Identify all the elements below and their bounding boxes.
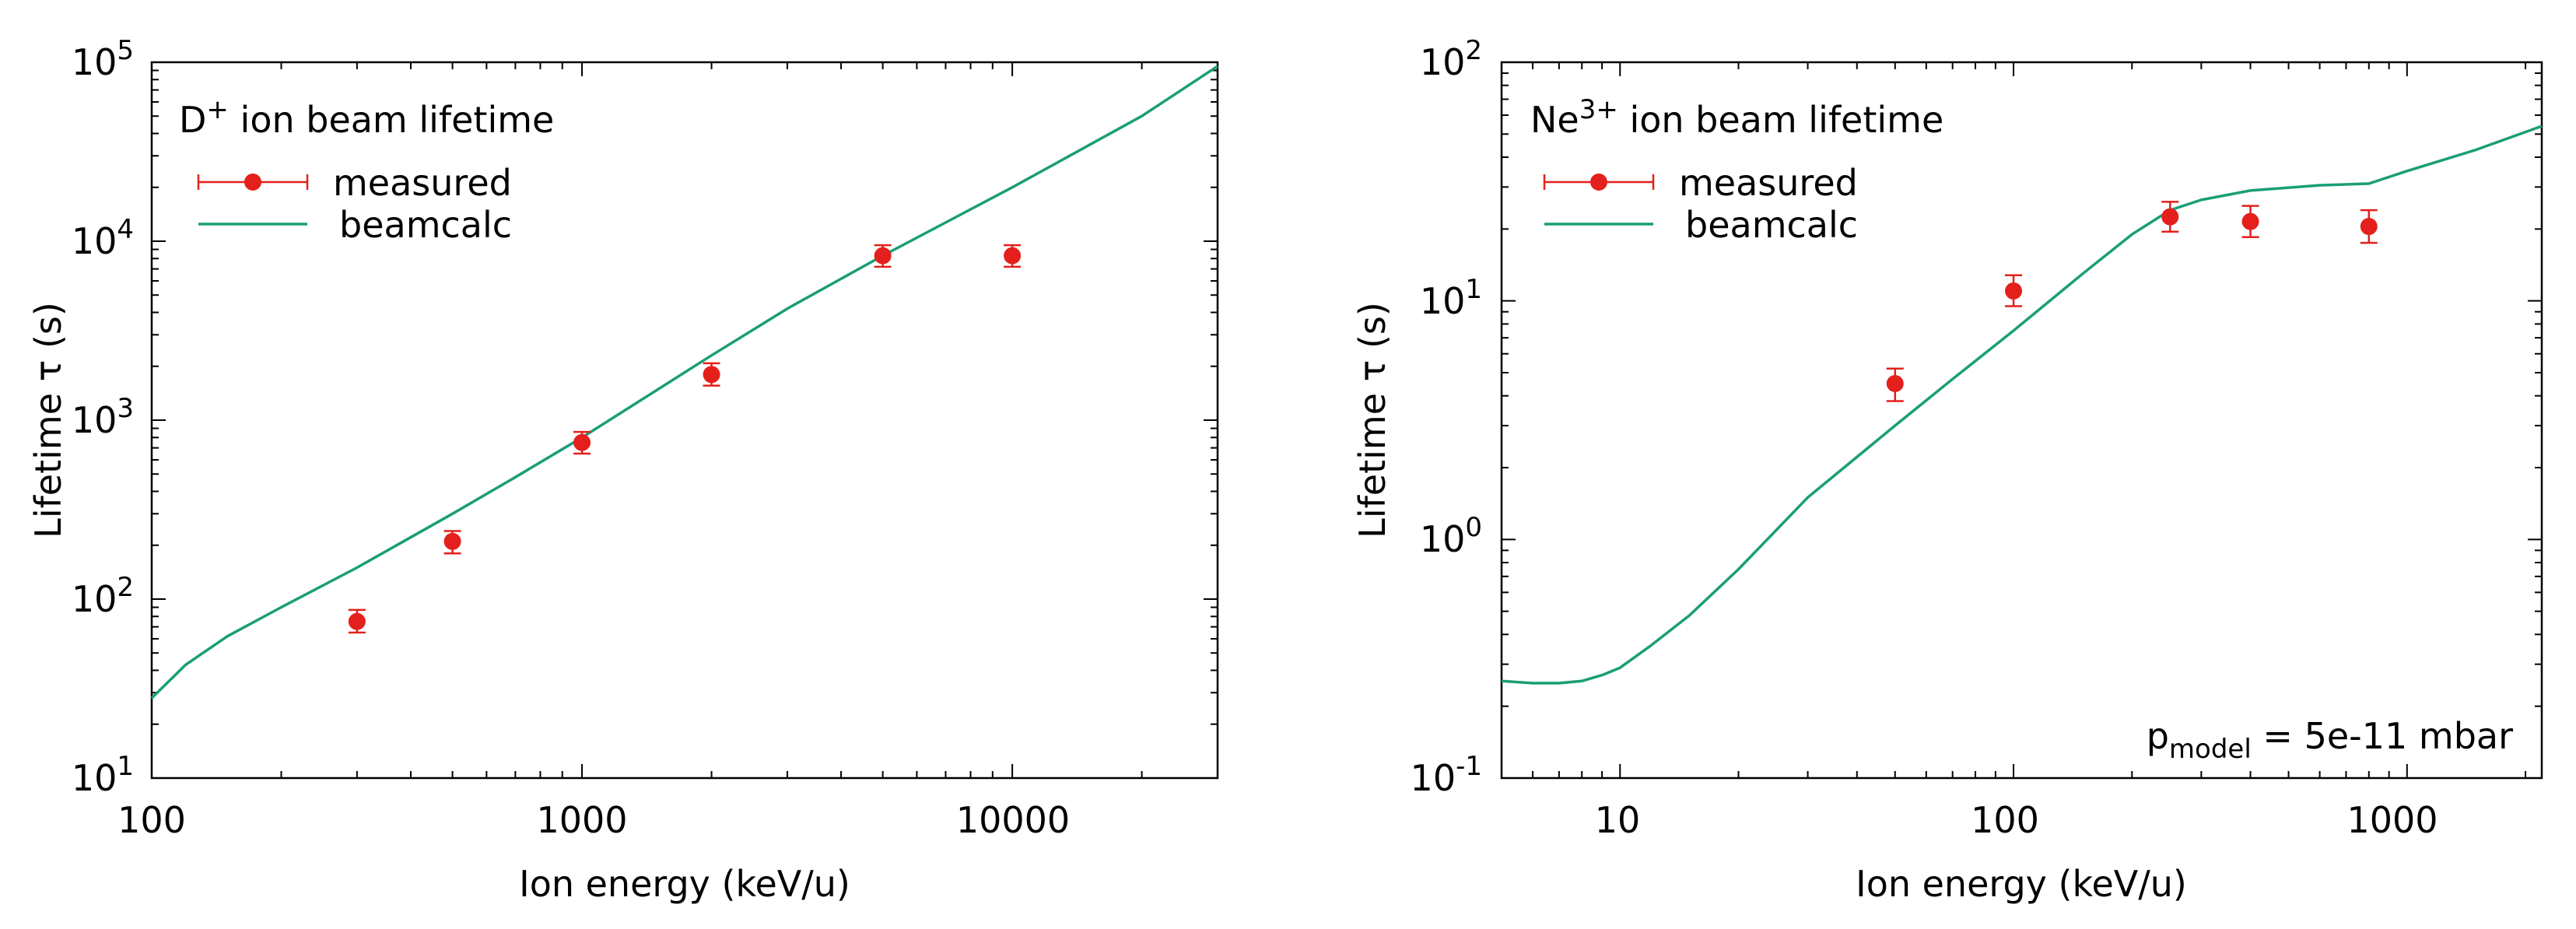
data-point [2005, 282, 2023, 300]
x-tick-label: 1000 [2346, 799, 2438, 841]
axis-ticks [151, 61, 1218, 779]
data-point [573, 433, 591, 451]
y-tick-label: 100 [1420, 512, 1482, 560]
x-tick-label: 100 [1971, 799, 2039, 841]
x-tick-label: 10000 [956, 799, 1070, 841]
beamcalc-line [1501, 124, 2543, 685]
y-tick-label: 105 [72, 35, 134, 83]
y-tick-labels: 10-1 100 101 102 [1411, 35, 1482, 799]
data-point [348, 612, 366, 630]
axis-ticks [1501, 61, 2542, 779]
data-point [1886, 375, 1904, 393]
plot-frame [150, 61, 1219, 780]
x-tick-label: 100 [117, 799, 186, 841]
x-axis-title: Ion energy (keV/u) [519, 863, 850, 905]
y-tick-label: 101 [72, 751, 134, 799]
pressure-annotation: pmodel = 5e-11 mbar [2147, 715, 2513, 765]
y-tick-label: 10-1 [1411, 751, 1482, 799]
x-tick-labels: 10 100 1000 [1595, 799, 2438, 841]
beamcalc-series [150, 65, 1218, 699]
y-tick-label: 102 [72, 572, 134, 620]
y-tick-labels: 101 102 103 104 105 [72, 35, 134, 799]
legend-measured-label: measured [333, 162, 512, 204]
y-tick-label: 103 [72, 393, 134, 441]
measured-series [1886, 201, 2378, 402]
data-point [703, 366, 720, 384]
legend-beamcalc-label: beamcalc [1685, 204, 1858, 246]
data-point [2161, 208, 2179, 226]
data-point [2241, 212, 2259, 230]
chart-title: Ne3+ ion beam lifetime [1530, 94, 1943, 141]
legend-measured-marker [1590, 174, 1607, 191]
x-tick-labels: 100 1000 10000 [117, 799, 1070, 841]
legend-measured-marker [244, 174, 261, 191]
plot-frame [1500, 61, 2543, 780]
y-axis-title: Lifetime τ (s) [1351, 302, 1393, 538]
x-tick-label: 10 [1595, 799, 1641, 841]
legend-beamcalc-label: beamcalc [339, 204, 512, 246]
measured-series [348, 244, 1022, 634]
data-point [874, 247, 892, 265]
chart-title: D+ ion beam lifetime [179, 94, 554, 141]
legend-measured-label: measured [1679, 162, 1858, 204]
data-point [443, 532, 461, 550]
beamcalc-series [1501, 124, 2543, 685]
legend: measured beamcalc [1543, 162, 1858, 246]
data-point [1004, 247, 1022, 265]
beamcalc-line [150, 65, 1218, 699]
chart-left: 101 102 103 104 105 100 1000 10000 Ion e… [27, 35, 1219, 905]
legend: measured beamcalc [197, 162, 512, 246]
y-tick-label: 101 [1420, 274, 1482, 322]
y-axis-title: Lifetime τ (s) [27, 302, 69, 538]
x-axis-title: Ion energy (keV/u) [1856, 863, 2187, 905]
y-tick-label: 104 [72, 214, 134, 262]
data-point [2360, 218, 2378, 236]
x-tick-label: 1000 [536, 799, 627, 841]
chart-right: 10-1 100 101 102 10 100 1000 Ion energy … [1351, 35, 2543, 905]
y-tick-label: 102 [1420, 35, 1482, 83]
